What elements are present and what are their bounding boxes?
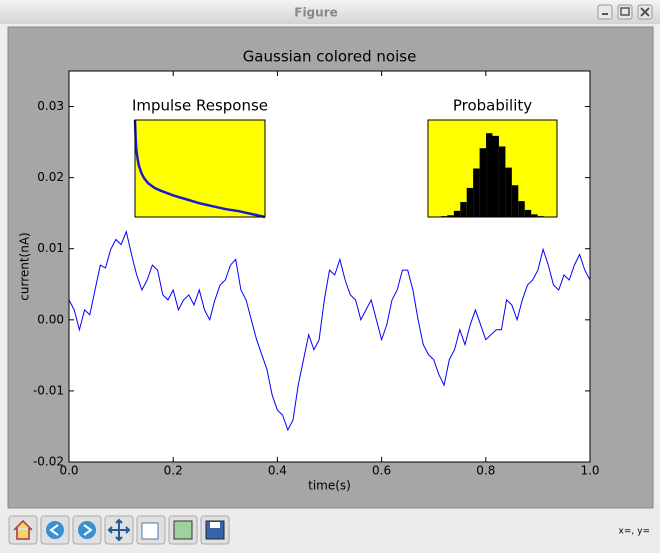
axes-background: [135, 120, 265, 217]
y-tick-label: 0.03: [37, 99, 64, 113]
x-tick-label: 0.0: [59, 464, 78, 478]
axes-frame: [134, 119, 266, 218]
histogram-bar: [466, 187, 474, 217]
minimize-button[interactable]: [597, 4, 613, 20]
save-label: [210, 522, 220, 528]
window-buttons[interactable]: [597, 4, 653, 20]
y-axis-label: current(nA): [18, 232, 32, 300]
chart-title: Gaussian colored noise: [243, 48, 417, 66]
x-tick-label: 0.4: [268, 464, 287, 478]
chart-title: Probability: [453, 97, 532, 115]
y-tick-label: -0.01: [33, 383, 64, 397]
back-icon: [46, 521, 64, 539]
x-axis-label: time(s): [308, 479, 351, 493]
home-icon: [13, 519, 33, 540]
subplots-icon: [173, 520, 193, 540]
histogram-bar: [453, 210, 461, 217]
status-text: x=, y=: [619, 527, 650, 537]
y-tick-label: 0.01: [37, 241, 64, 255]
histogram-bar: [524, 209, 532, 217]
axes-frame: [427, 119, 558, 218]
x-tick-label: 0.6: [372, 464, 391, 478]
y-tick-label: 0.02: [37, 170, 64, 184]
forward-arrow: [83, 524, 93, 536]
histogram-bar: [505, 167, 512, 217]
histogram-bar: [511, 185, 519, 217]
axes-frame: [68, 70, 591, 463]
chart-title: Impulse Response: [132, 97, 268, 115]
plot-area: Gaussian colored noise 0.0 0.2 0.4 0.6 0.8 1.0…: [18, 48, 600, 493]
maximize-button[interactable]: [617, 4, 633, 20]
histogram-bar: [479, 148, 487, 217]
histogram-bar: [492, 135, 499, 217]
histogram-bar: [473, 168, 480, 217]
histogram-bar: [447, 215, 454, 217]
x-tick-label: 0.8: [476, 464, 495, 478]
window-title: Figure: [294, 6, 338, 20]
zoom-icon: [141, 522, 159, 540]
histogram-bar: [531, 214, 538, 217]
forward-icon: [78, 521, 96, 539]
x-tick-label: 0.2: [164, 464, 183, 478]
histogram-bar: [518, 201, 525, 217]
maximize-icon: [620, 7, 630, 16]
y-tick-label: 0.00: [37, 312, 64, 326]
toolbar-buttons[interactable]: [8, 515, 230, 545]
data-line: [68, 230, 591, 432]
close-icon: [640, 7, 650, 17]
pan-icon: [107, 518, 131, 542]
x-tick-label: 1.0: [580, 464, 599, 478]
title-bar: [0, 0, 660, 24]
histogram-bar: [486, 133, 493, 217]
y-tick-label: -0.02: [33, 455, 64, 469]
histogram-bar: [460, 202, 467, 217]
histogram-bar: [498, 146, 506, 217]
data-line: [133, 119, 266, 219]
back-arrow: [49, 524, 59, 536]
